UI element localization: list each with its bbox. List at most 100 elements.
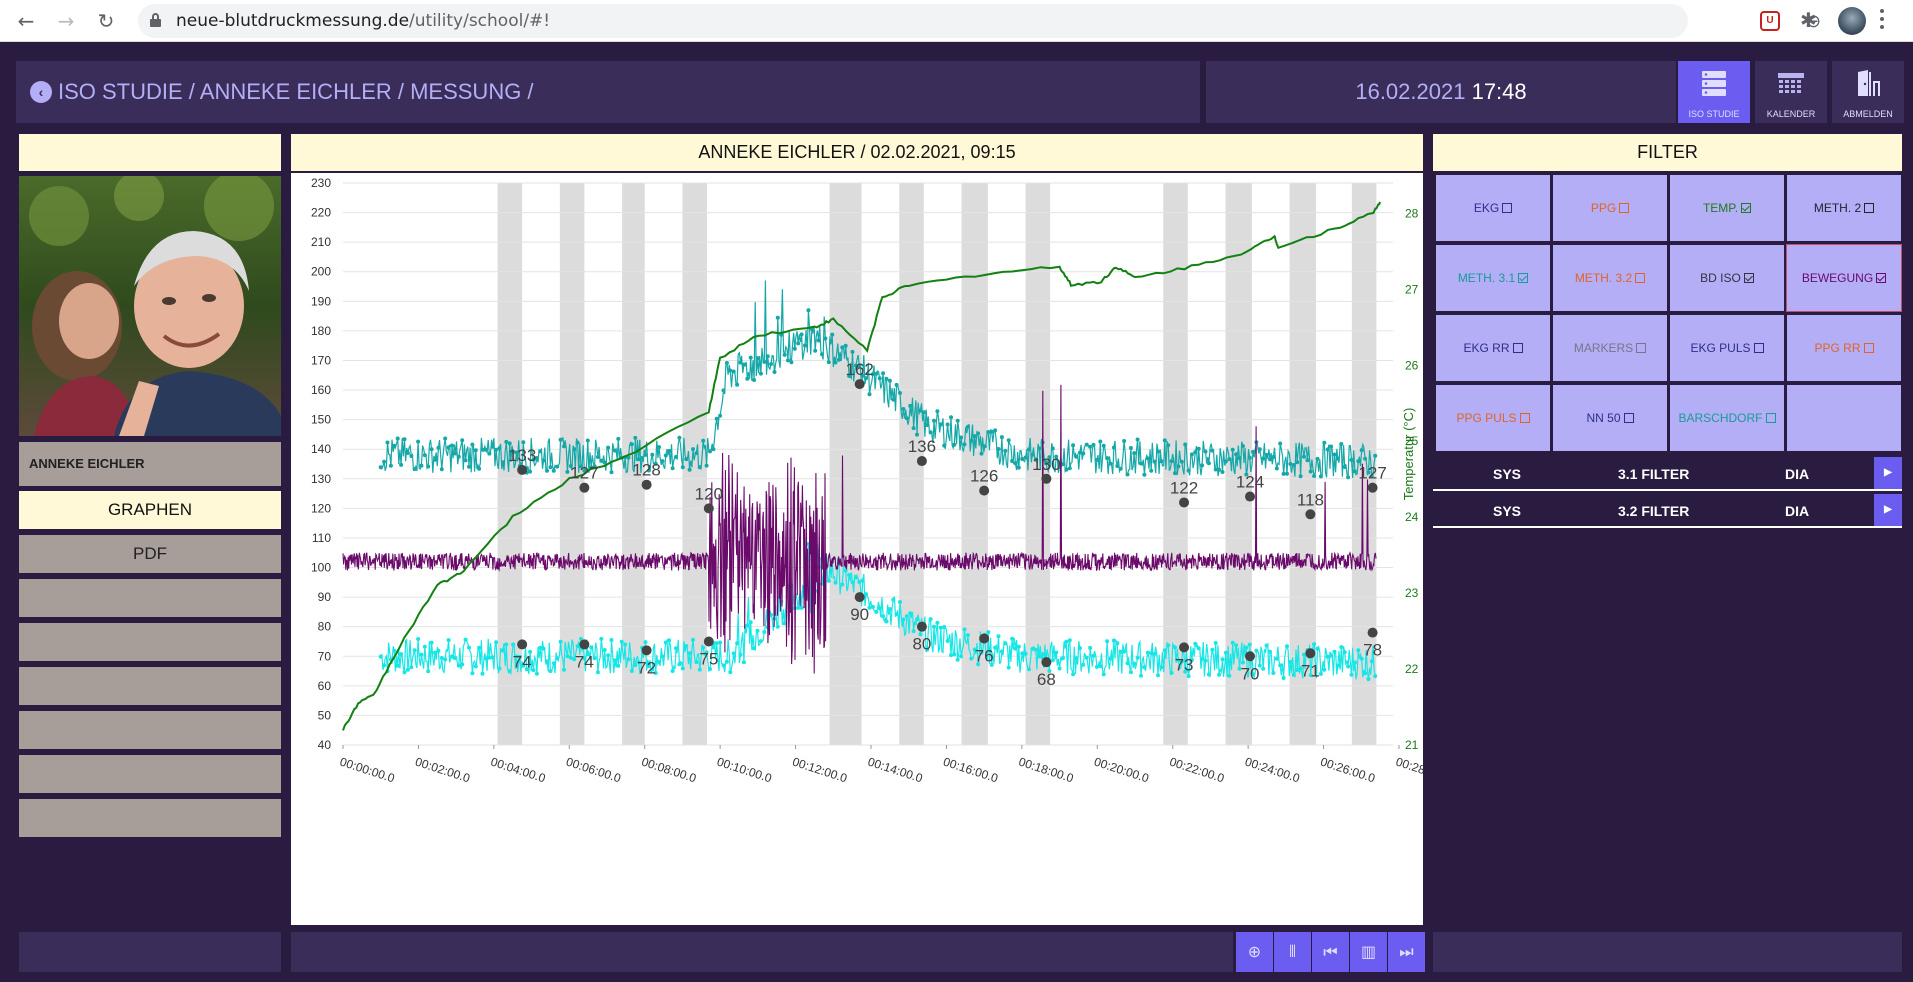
- checkbox-icon[interactable]: [1635, 273, 1646, 283]
- filter-toggle-meth-3-2[interactable]: METH. 3.2: [1553, 245, 1667, 311]
- graphen-button[interactable]: GRAPHEN: [19, 491, 281, 529]
- sys-series-point: [823, 336, 828, 341]
- dia-series-point: [1271, 671, 1276, 675]
- sidebar-empty-button[interactable]: [19, 755, 281, 793]
- sys-series-point: [663, 453, 668, 458]
- checkbox-icon[interactable]: [1864, 203, 1875, 213]
- sys-series-point: [921, 410, 926, 415]
- pdf-button[interactable]: PDF: [19, 535, 281, 573]
- checkbox-icon[interactable]: [1743, 273, 1754, 283]
- checkbox-icon[interactable]: [1502, 203, 1513, 213]
- puzzle-extensions-icon[interactable]: ✱: [1800, 8, 1817, 32]
- abmelden-label: ABMELDEN: [1843, 109, 1893, 119]
- reload-icon[interactable]: ↻: [97, 9, 115, 33]
- skip-back-icon[interactable]: ⏮: [1312, 932, 1349, 972]
- back-circle-icon[interactable]: ‹: [30, 81, 52, 103]
- dia-series-point: [999, 649, 1004, 654]
- dia-series-point: [1077, 646, 1082, 651]
- chart-area[interactable]: 40 50 60 70 80 90 100 110 120 130 140 150 160 170 180 1…: [291, 173, 1453, 925]
- x-tick-label: 00:22:00.0: [1168, 755, 1227, 786]
- checkbox-icon[interactable]: [1519, 413, 1530, 423]
- abmelden-button[interactable]: ABMELDEN: [1832, 61, 1904, 123]
- filter-toggle-bd-iso[interactable]: BD ISO: [1670, 245, 1784, 311]
- sys-series-point: [796, 341, 801, 346]
- filter-toggle-ekg-rr[interactable]: EKG RR: [1436, 315, 1550, 381]
- zoom-icon[interactable]: ⊖: [1806, 11, 1822, 32]
- sys-series-point: [687, 467, 692, 472]
- sys-series-point: [765, 354, 770, 359]
- sidebar-empty-button[interactable]: [19, 623, 281, 661]
- current-date: 16.02.2021: [1355, 79, 1466, 104]
- checkbox-icon[interactable]: [1863, 343, 1874, 353]
- sys-series-point: [1369, 474, 1374, 479]
- checkbox-icon[interactable]: [1518, 273, 1529, 283]
- sidebar-empty-button[interactable]: [19, 711, 281, 749]
- sys-series-point: [585, 438, 590, 443]
- kalender-button[interactable]: KALENDER: [1755, 61, 1827, 123]
- zoom-icon[interactable]: ⊕: [1236, 932, 1273, 972]
- browser-menu-icon[interactable]: [1880, 9, 1884, 31]
- checkbox-icon[interactable]: [1623, 413, 1634, 423]
- dia-series-point: [928, 617, 933, 622]
- dia-series-point: [511, 642, 516, 647]
- back-arrow-icon[interactable]: ←: [17, 9, 35, 33]
- filter-toggle-ppg[interactable]: PPG: [1553, 175, 1667, 241]
- expand-arrow-icon[interactable]: ▶: [1874, 457, 1902, 489]
- cursor-icon[interactable]: ⦀: [1274, 932, 1311, 972]
- profile-avatar[interactable]: [1838, 7, 1866, 35]
- dia-series-point: [1234, 643, 1239, 648]
- checkbox-icon[interactable]: [1876, 273, 1887, 283]
- filter-toggle-ekg-puls[interactable]: EKG PULS: [1670, 315, 1784, 381]
- sys-series-point: [1189, 452, 1194, 457]
- checkbox-icon[interactable]: [1741, 203, 1752, 213]
- expand-arrow-icon[interactable]: ▶: [1874, 494, 1902, 526]
- sys-series-point: [884, 376, 889, 381]
- filter-toggle-meth-2[interactable]: METH. 2: [1787, 175, 1901, 241]
- y-tick-label: 90: [318, 590, 332, 604]
- sys-series-point: [911, 426, 916, 431]
- address-bar[interactable]: neue-blutdruckmessung.de/utility/school/…: [138, 4, 1868, 38]
- iso-studie-button[interactable]: ISO STUDIE: [1678, 61, 1750, 123]
- filter-toggle-ppg-puls[interactable]: PPG PULS: [1436, 385, 1550, 451]
- dia-series-point: [1308, 673, 1313, 678]
- dia-series-point: [1318, 671, 1323, 676]
- dia-series-point: [925, 647, 930, 652]
- forward-arrow-icon[interactable]: →: [57, 9, 75, 33]
- filter-toggle-barschdorf[interactable]: BARSCHDORF: [1670, 385, 1784, 451]
- dia-marker-label: 76: [975, 647, 994, 666]
- checkbox-icon[interactable]: [1636, 343, 1647, 353]
- dia-marker: [916, 621, 927, 632]
- bar-chart-icon[interactable]: ▥: [1350, 932, 1387, 972]
- dia-series-point: [935, 620, 940, 625]
- sidebar-empty-button[interactable]: [19, 799, 281, 837]
- measurement-chart[interactable]: 40 50 60 70 80 90 100 110 120 130 140 150 160 170 180 1…: [291, 173, 1453, 925]
- sys-series-point: [813, 348, 818, 353]
- breadcrumb[interactable]: ISO STUDIE / ANNEKE EICHLER / MESSUNG /: [58, 79, 534, 104]
- filter-toggle-nn-50[interactable]: NN 50: [1553, 385, 1667, 451]
- sidebar-empty-button[interactable]: [19, 667, 281, 705]
- checkbox-icon[interactable]: [1753, 343, 1764, 353]
- extension-icon[interactable]: U: [1760, 11, 1780, 31]
- sys-series-point: [602, 460, 607, 465]
- filter-toggle-ekg[interactable]: EKG: [1436, 175, 1550, 241]
- filter-toggle-temp-[interactable]: TEMP.: [1670, 175, 1784, 241]
- checkbox-icon[interactable]: [1619, 203, 1630, 213]
- filter-empty-cell[interactable]: [1787, 385, 1901, 451]
- sys-series-point: [1179, 459, 1184, 464]
- checkbox-icon[interactable]: [1512, 343, 1523, 353]
- filter-toggle-bewegung[interactable]: BEWEGUNG: [1786, 244, 1902, 312]
- sys-series-point: [830, 332, 835, 337]
- sys-series-point: [616, 436, 621, 441]
- sys-series-point: [996, 447, 1001, 451]
- sys-series-point: [1230, 447, 1235, 452]
- filter-toggle-meth-3-1[interactable]: METH. 3.1: [1436, 245, 1550, 311]
- checkbox-icon[interactable]: [1765, 413, 1776, 423]
- dia-series-point: [575, 644, 580, 649]
- sys-series-point: [1098, 439, 1103, 444]
- dia-series-point: [1332, 649, 1337, 654]
- sidebar-empty-button[interactable]: [19, 579, 281, 617]
- filter-toggle-ppg-rr[interactable]: PPG RR: [1787, 315, 1901, 381]
- filter-toggle-markers[interactable]: MARKERS: [1553, 315, 1667, 381]
- skip-forward-icon[interactable]: ⏭: [1388, 932, 1425, 972]
- dia-series-point: [1278, 663, 1283, 668]
